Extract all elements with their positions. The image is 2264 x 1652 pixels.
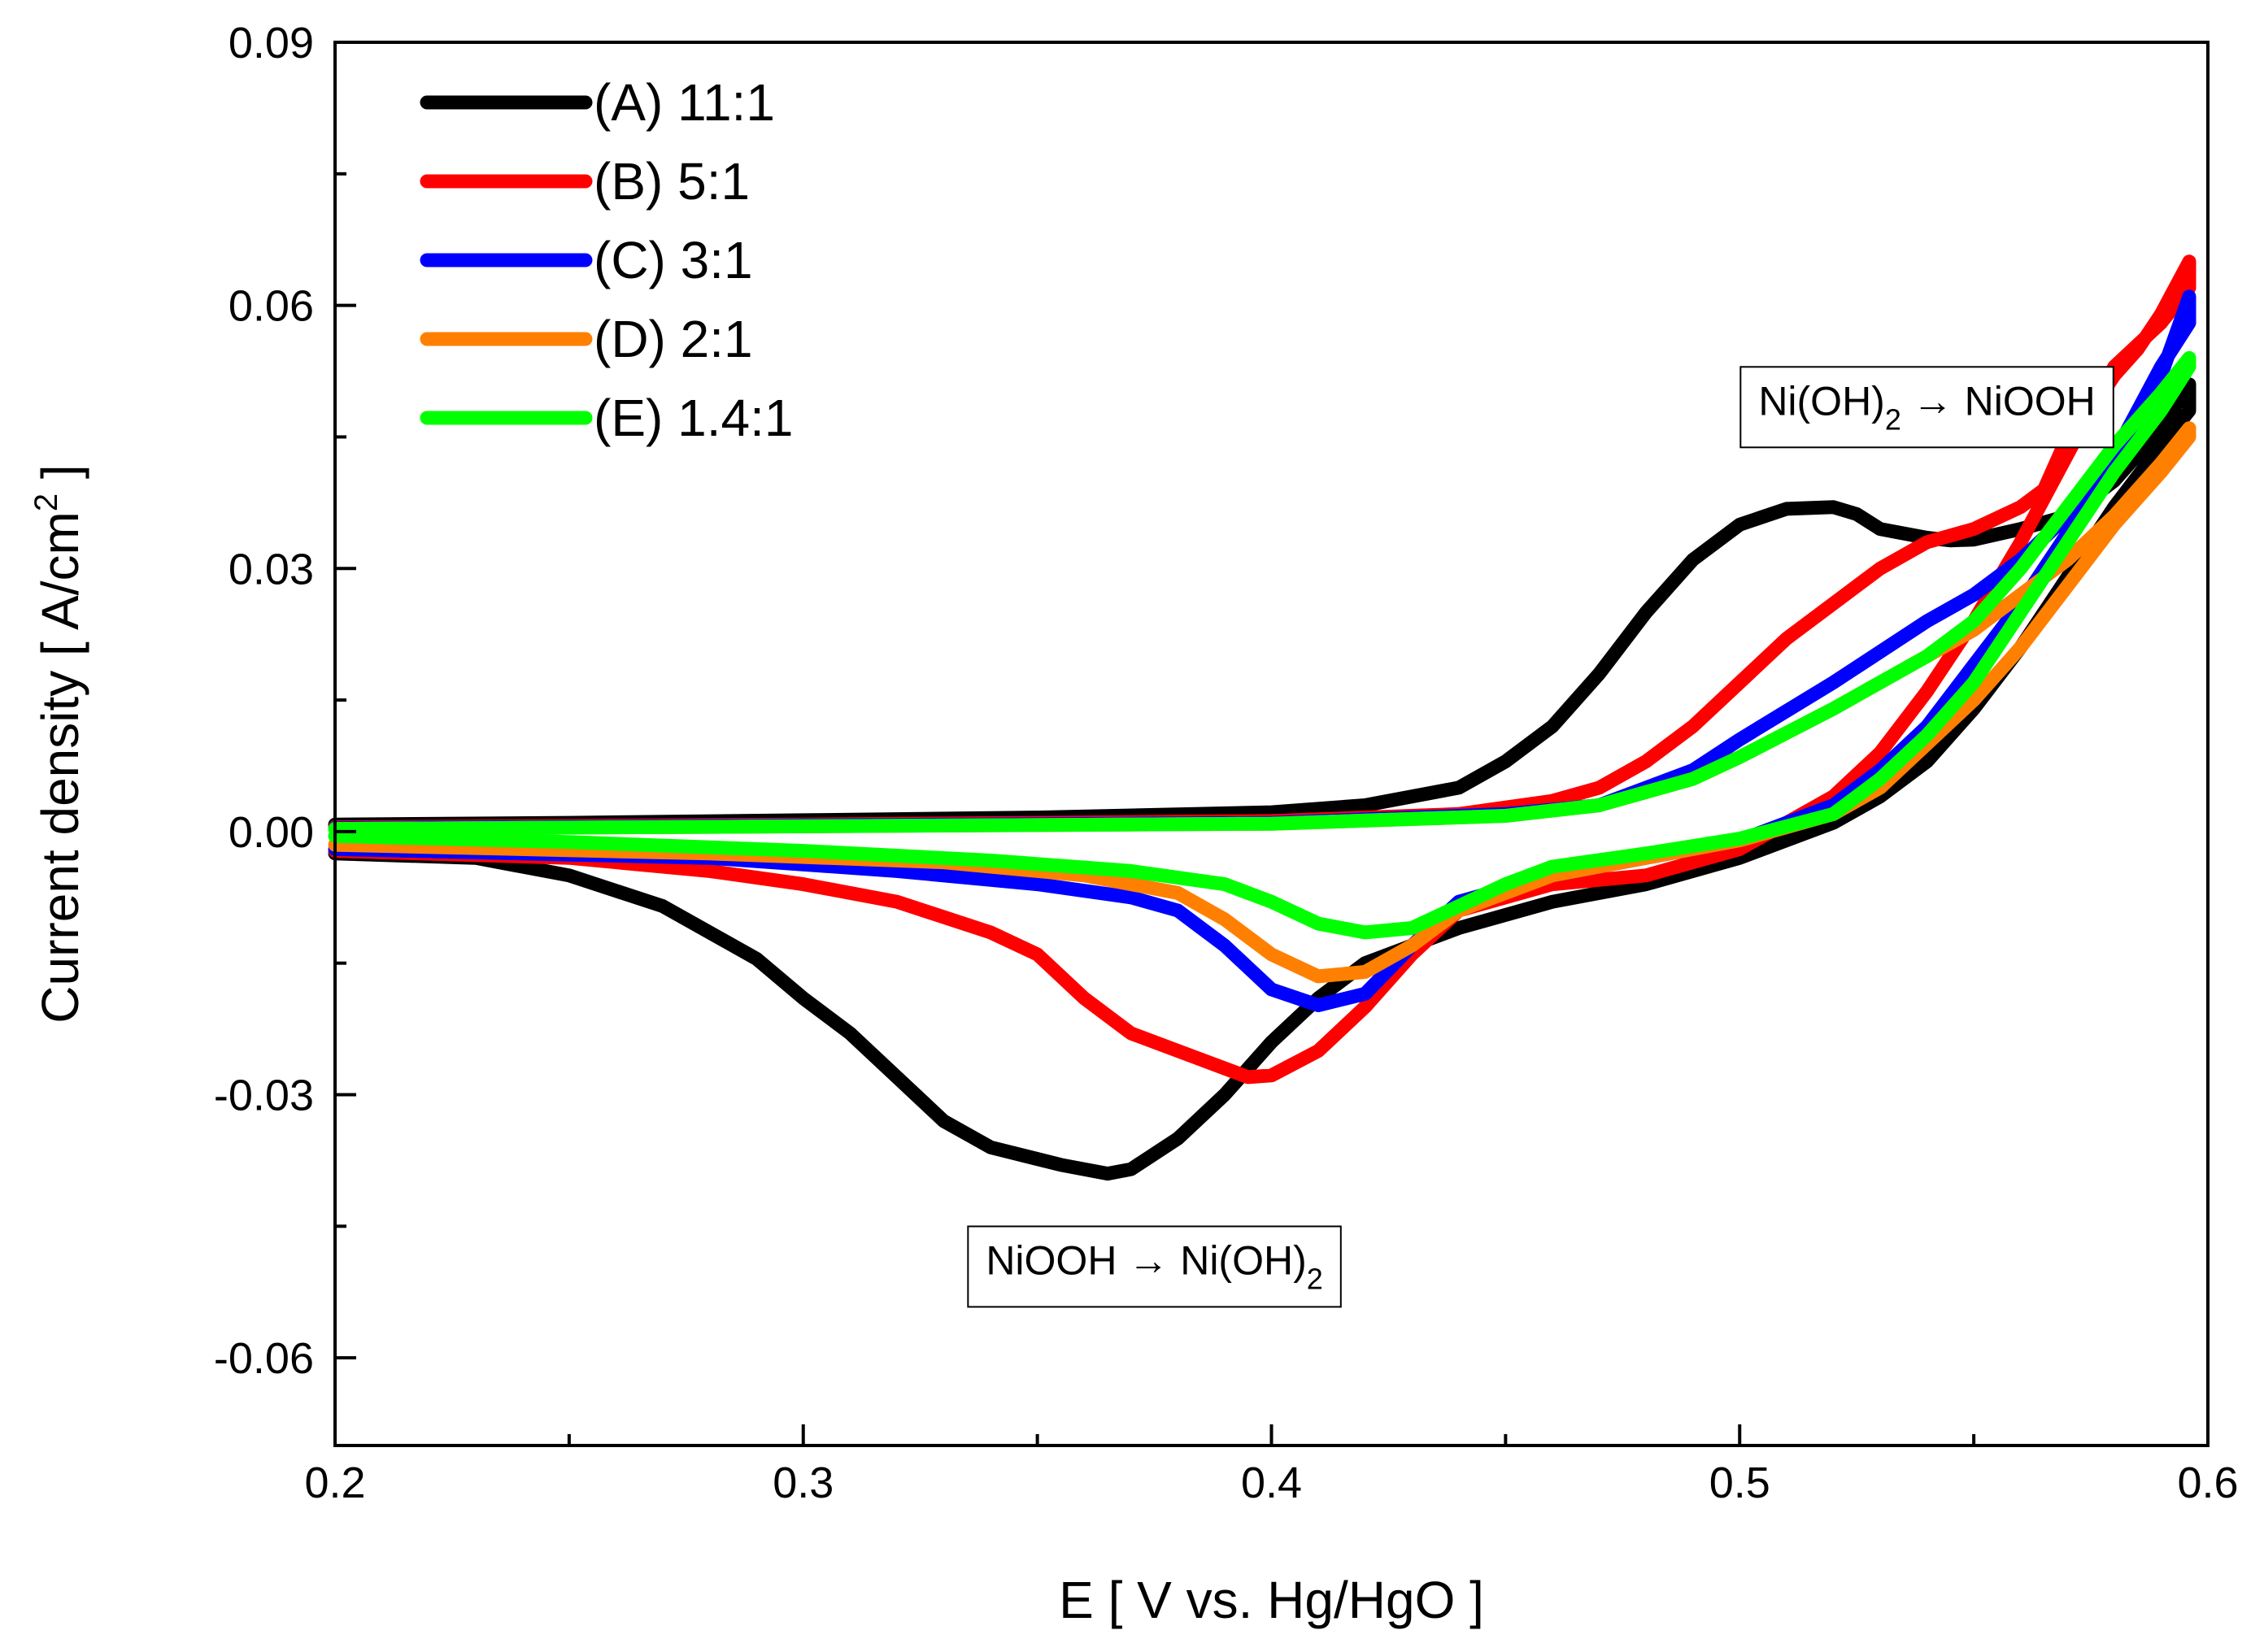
series-curve-4 (328, 350, 2197, 940)
y-tick-label: -0.03 (214, 1072, 314, 1120)
x-axis-title: E [ V vs. Hg/HgO ] (1059, 1571, 1484, 1629)
annotation-main: Ni(OH) (1758, 378, 1885, 424)
series-curve-0 (328, 377, 2197, 1181)
y-tick-label: 0.00 (229, 808, 314, 857)
x-tick-label: 0.3 (773, 1459, 834, 1507)
y-tick-label: 0.03 (229, 545, 314, 593)
legend-label: (C) 3:1 (594, 231, 753, 289)
annotation-subscript: 2 (1307, 1262, 1323, 1295)
x-tick-label: 0.4 (1241, 1459, 1302, 1507)
axis-ticks: 0.2 0.3 0.4 0.5 0.6 -0.06 -0.03 0.00 0.03 0.06 0.0… (214, 19, 2239, 1507)
annotation-box: Ni(OH)2 → NiOOH (1739, 366, 2114, 449)
x-tick-label: 0.2 (304, 1459, 365, 1507)
x-tick-label: 0.6 (2177, 1459, 2238, 1507)
legend-label: (B) 5:1 (594, 152, 750, 211)
y-axis-title-superscript: 2 (28, 493, 64, 511)
y-tick-label: 0.06 (229, 282, 314, 331)
annotation-frame (967, 1225, 1342, 1308)
series-curves (328, 254, 2197, 1181)
y-tick-label: -0.06 (214, 1334, 314, 1383)
annotation-label: NiOOH → Ni(OH)2 (986, 1237, 1322, 1295)
annotation-tail: → NiOOH (1901, 378, 2096, 424)
y-axis-title: Current density [ A/cm2 ] (28, 464, 89, 1023)
x-tick-label: 0.5 (1709, 1459, 1770, 1507)
y-tick-label: 0.09 (229, 19, 314, 67)
legend-label: (E) 1.4:1 (594, 389, 793, 447)
y-axis-title-main: Current density [ A/cm (31, 511, 89, 1024)
annotation-subscript: 2 (1885, 402, 1901, 436)
legend-label: (D) 2:1 (594, 310, 753, 368)
annotation-label: Ni(OH)2 → NiOOH (1758, 378, 2095, 436)
annotation-box: NiOOH → Ni(OH)2 (967, 1225, 1342, 1308)
legend: (A) 11:1 (B) 5:1 (C) 3:1 (D) 2:1 (E) 1.4:1 (420, 73, 793, 447)
legend-label: (A) 11:1 (594, 73, 775, 132)
annotation-main: NiOOH → Ni(OH) (986, 1237, 1306, 1283)
annotation-frame (1739, 366, 2114, 449)
y-axis-title-end: ] (31, 464, 89, 493)
